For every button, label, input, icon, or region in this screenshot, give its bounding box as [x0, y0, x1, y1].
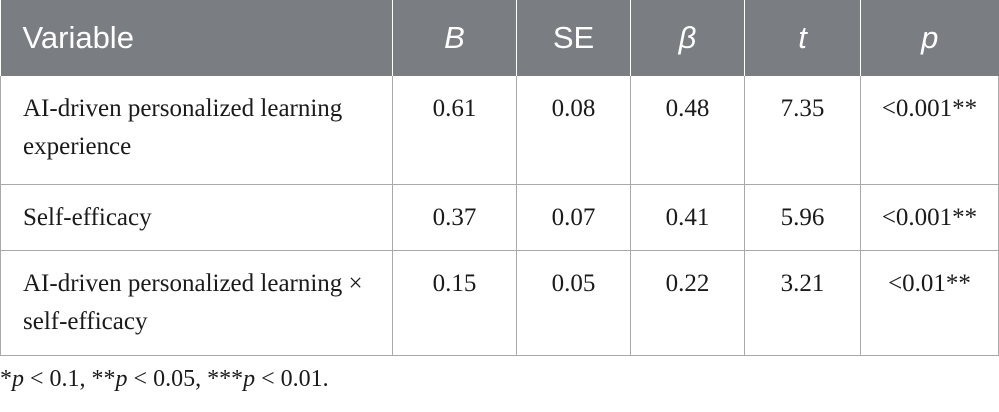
cell-p: <0.01**	[860, 249, 999, 356]
footnote-p-symbol: p	[115, 366, 128, 392]
table-footnote: *p < 0.1, **p < 0.05, ***p < 0.01.	[0, 366, 329, 393]
footnote-part: < 0.05, ***	[127, 366, 244, 392]
cell-b: 0.15	[392, 249, 517, 356]
footnote-part: < 0.01.	[255, 366, 329, 392]
cell-variable: AI-driven personalized learning × self-e…	[0, 249, 393, 356]
header-t: t	[744, 0, 861, 76]
cell-t: 5.96	[744, 183, 861, 251]
cell-se: 0.08	[516, 76, 631, 185]
cell-b: 0.61	[392, 76, 517, 185]
table-row: AI-driven personalized learning experien…	[0, 76, 999, 185]
cell-p: <0.001**	[860, 76, 999, 185]
cell-se: 0.05	[516, 249, 631, 356]
table-header: Variable B SE β t p	[0, 0, 999, 76]
header-variable: Variable	[0, 0, 393, 76]
header-se: SE	[516, 0, 631, 76]
header-row: Variable B SE β t p	[0, 0, 999, 76]
header-b: B	[392, 0, 517, 76]
cell-p: <0.001**	[860, 183, 999, 251]
cell-se: 0.07	[516, 183, 631, 251]
cell-t: 7.35	[744, 76, 861, 185]
cell-variable: AI-driven personalized learning experien…	[0, 76, 393, 185]
header-beta: β	[630, 0, 745, 76]
header-p: p	[921, 20, 939, 55]
table-row: Self-efficacy 0.37 0.07 0.41 5.96 <0.001…	[0, 183, 999, 251]
regression-table-container: Variable B SE β t p AI-driven personaliz…	[0, 0, 999, 356]
footnote-part: *	[0, 366, 12, 392]
cell-b: 0.37	[392, 183, 517, 251]
table-body: AI-driven personalized learning experien…	[0, 76, 999, 356]
cell-beta: 0.22	[630, 249, 745, 356]
footnote-p-symbol: p	[12, 366, 24, 392]
cell-t: 3.21	[744, 249, 861, 356]
table-row: AI-driven personalized learning × self-e…	[0, 249, 999, 356]
footnote-p-symbol: p	[243, 366, 256, 392]
cell-beta: 0.41	[630, 183, 745, 251]
cell-variable: Self-efficacy	[0, 183, 393, 251]
regression-table: Variable B SE β t p AI-driven personaliz…	[0, 0, 999, 356]
cell-beta: 0.48	[630, 76, 745, 185]
footnote-part: < 0.1, **	[24, 366, 116, 392]
